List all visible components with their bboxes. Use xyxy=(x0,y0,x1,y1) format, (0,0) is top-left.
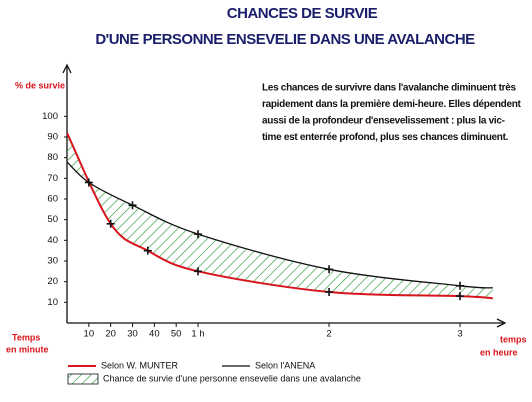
point-marker xyxy=(106,219,115,228)
legend-label: Chance de survie d'une personne enseveli… xyxy=(103,373,361,383)
x-axis-label: Temps xyxy=(12,332,40,342)
x-axis-label-right: en heure xyxy=(480,347,518,357)
plot-area: 10 20 30 40 50 60 70 80 90 100 10 20 30 40 50 1 h 2 3 xyxy=(42,63,507,340)
legend-label: Selon W. MUNTER xyxy=(101,360,179,370)
point-marker xyxy=(128,201,137,210)
x-tick-label: 20 xyxy=(105,329,116,340)
point-marker xyxy=(84,178,93,187)
x-tick-label: 3 xyxy=(457,329,462,340)
x-tick-label: 30 xyxy=(127,329,138,340)
y-tick-label: 80 xyxy=(47,152,58,163)
x-tick-label: 10 xyxy=(84,329,95,340)
y-tick-label: 100 xyxy=(42,111,58,122)
point-marker xyxy=(325,265,334,274)
x-axis-label: en minute xyxy=(6,344,49,354)
legend: Selon W. MUNTER Selon l'ANENA Chance de … xyxy=(67,360,361,385)
x-tick-label: 40 xyxy=(149,329,160,340)
y-tick-label: 60 xyxy=(47,194,58,205)
chart-title: D'UNE PERSONNE ENSEVELIE DANS UNE AVALAN… xyxy=(95,31,475,48)
point-marker xyxy=(456,292,465,301)
x-axis-label-right: temps xyxy=(500,334,527,344)
point-marker xyxy=(194,230,203,239)
x-tick-label: 2 xyxy=(326,329,331,340)
y-tick-label: 30 xyxy=(47,256,58,267)
survival-area xyxy=(67,132,493,299)
point-marker xyxy=(456,281,465,290)
annotation-line: time est enterrée profond, plus ses chan… xyxy=(262,132,509,143)
point-marker xyxy=(325,288,334,296)
y-tick-label: 20 xyxy=(47,276,58,287)
annotation-line: Les chances de survivre dans l'avalanche… xyxy=(262,83,517,94)
x-tick-label: 1 h xyxy=(191,329,204,340)
y-tick-label: 90 xyxy=(47,132,58,143)
chart-title: CHANCES DE SURVIE xyxy=(227,5,378,22)
legend-label: Selon l'ANENA xyxy=(255,360,315,370)
point-marker xyxy=(194,267,203,276)
y-tick-label: 10 xyxy=(47,297,58,308)
annotation: Les chances de survivre dans l'avalanche… xyxy=(262,83,522,144)
y-tick-label: 40 xyxy=(47,235,58,246)
x-tick-label: 50 xyxy=(171,329,182,340)
point-marker xyxy=(143,246,152,255)
x-axis-arrow xyxy=(496,318,507,328)
y-axis-label: % de survie xyxy=(15,80,65,90)
annotation-line: rapidement dans la première demi-heure. … xyxy=(262,99,522,110)
annotation-line: aussi de la profondeur d'ensevelissement… xyxy=(262,116,505,127)
y-axis-arrow xyxy=(62,63,72,74)
y-tick-label: 50 xyxy=(47,214,58,225)
y-tick-label: 70 xyxy=(47,173,58,184)
legend-swatch xyxy=(67,373,99,385)
